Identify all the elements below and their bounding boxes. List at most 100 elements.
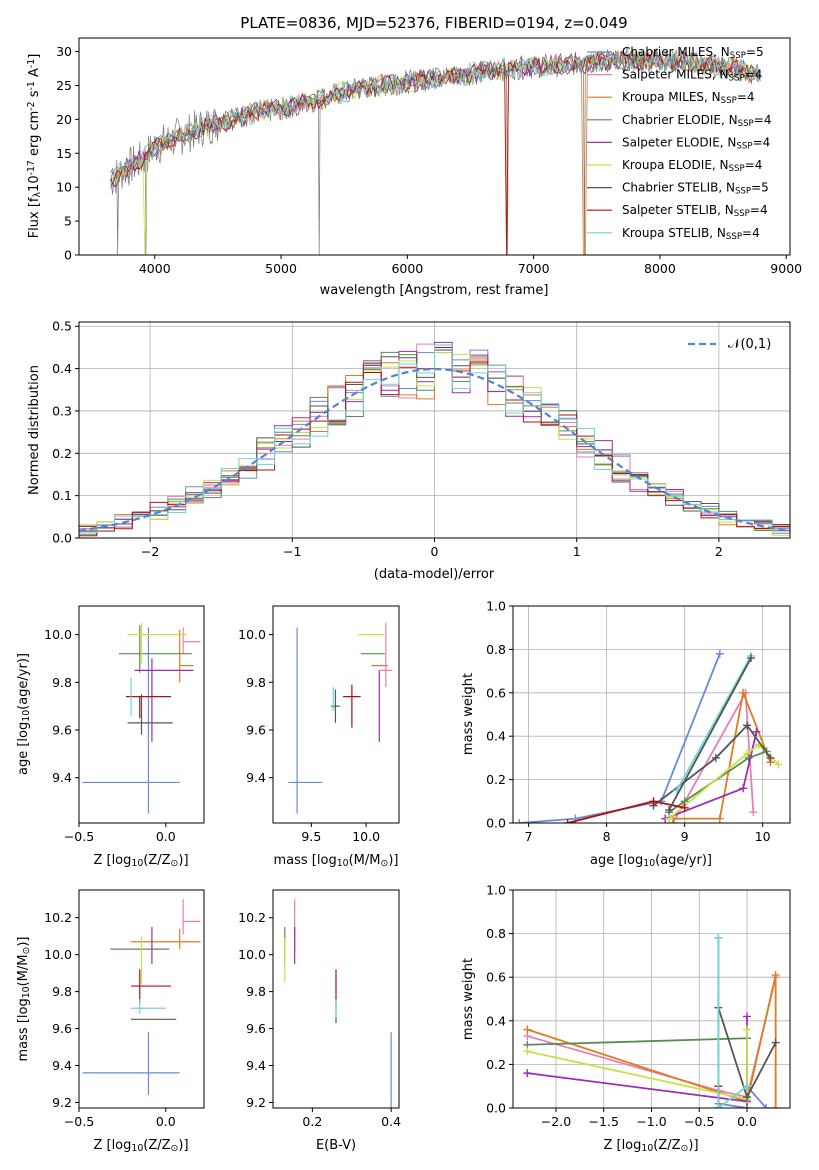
spectrum-ytick-label: 5 bbox=[64, 214, 72, 229]
mass_weight_vs_age-ytick-label: 0.8 bbox=[486, 642, 506, 657]
mass-z-ylabel-part: )] bbox=[16, 937, 31, 947]
age_vs_mass-plot-area bbox=[288, 622, 393, 814]
legend-entry-part: =5 bbox=[751, 181, 769, 195]
mass_weight_vs_age-point-marker bbox=[749, 808, 758, 817]
mass-z-xlabel-part: ⊙ bbox=[171, 1143, 179, 1154]
mass_vs_Z-ytick-label: 9.4 bbox=[52, 1058, 72, 1073]
mass-z-xlabel-part: (Z/Z bbox=[143, 1138, 170, 1153]
legend-entry-part: Kroupa STELIB, N bbox=[622, 226, 726, 240]
mass_weight_vs_age-point-marker bbox=[744, 753, 753, 762]
mass_weight_vs_age-point-marker bbox=[746, 654, 755, 663]
mass_vs_Z-ytick-label: 10.0 bbox=[44, 947, 72, 962]
age_vs_mass-ytick-label: 9.4 bbox=[246, 770, 266, 785]
age-mass-xlabel-part: mass [log bbox=[274, 853, 337, 868]
mass_weight_vs_age-border bbox=[512, 605, 791, 824]
age_vs_Z-ytick-label: 9.8 bbox=[52, 675, 72, 690]
legend-entry-part: =4 bbox=[754, 113, 772, 127]
mass_weight_vs_age-xtick-label: 9 bbox=[681, 829, 689, 844]
age_vs_Z-frame: −0.5 0.0 9.4 9.6 9.8 10.0 bbox=[44, 605, 205, 844]
spectrum-xtick-label: 7000 bbox=[518, 261, 550, 276]
residuals-plot-area bbox=[79, 341, 790, 538]
age-mass-xlabel: mass [log10(M/M⊙)] bbox=[274, 853, 399, 869]
mass_weight_vs_Z-series-line bbox=[717, 937, 748, 1108]
legend-entry-part: =4 bbox=[753, 135, 771, 149]
age-mass-xlabel-part: 10 bbox=[337, 858, 349, 869]
mass-z-ylabel-part: mass [log bbox=[16, 998, 31, 1061]
mass_weight_vs_Z-point-marker bbox=[523, 1025, 532, 1034]
mass_weight_vs_Z-point-marker bbox=[743, 1025, 752, 1034]
mass_weight_vs_age-point-marker bbox=[739, 784, 748, 793]
residuals-ytick-label: 0.4 bbox=[52, 361, 72, 376]
age_vs_Z-xtick-label: 0.0 bbox=[156, 829, 176, 844]
mw-age-ylabel: mass weight bbox=[461, 673, 476, 755]
mass-z-ylabel: mass [log10(M/M⊙)] bbox=[16, 937, 32, 1062]
mass_weight_vs_age-point-marker bbox=[739, 688, 748, 697]
mass_vs_ebv-ytick-label: 10.0 bbox=[238, 947, 266, 962]
spectrum-ylabel-part: Flux [f bbox=[27, 197, 42, 238]
mass_vs_Z-ytick-label: 9.2 bbox=[52, 1095, 72, 1110]
histogram-kroupa_stelib bbox=[79, 344, 790, 538]
mass_weight_vs_age-point-marker bbox=[715, 649, 724, 658]
residuals-xtick-label: −1 bbox=[283, 544, 301, 559]
legend-entry-part: SSP bbox=[738, 119, 754, 129]
residuals-ytick-label: 0.0 bbox=[52, 531, 72, 546]
legend-entry-part: SSP bbox=[734, 209, 750, 219]
mass_weight_vs_age-series-line bbox=[672, 689, 772, 820]
mass_weight_vs_age-axes: 7 8 9 10 0.0 0.2 0.4 0.6 0.8 1.0 bbox=[486, 599, 791, 844]
legend-entry-part: SSP bbox=[736, 142, 752, 152]
spectrum-ytick-label: 15 bbox=[56, 146, 72, 161]
mass_weight_vs_age-point-marker bbox=[743, 721, 752, 730]
mass_weight_vs_age-ytick-label: 1.0 bbox=[486, 599, 506, 614]
residuals-xtick-label: −2 bbox=[141, 544, 159, 559]
mass-z-ylabel-part: (M/M bbox=[16, 955, 31, 987]
mass_weight_vs_age-ytick-label: 0.0 bbox=[486, 816, 506, 831]
legend-entry-part: Chabrier ELODIE, N bbox=[622, 113, 738, 127]
legend-entry-part: SSP bbox=[729, 164, 745, 174]
mass_weight_vs_Z-xtick-label: −2.0 bbox=[541, 1114, 571, 1129]
mass_weight_vs_Z-frame: −2.0 −1.5 −1.0 −0.5 0.0 0.0 0.2 0.4 0.6 0.8 1.0 bbox=[486, 883, 791, 1129]
legend-entry-part: =4 bbox=[745, 68, 763, 82]
spectrum-frame: 4000 5000 6000 7000 8000 9000 0 5 10 15 20 25 30 bbox=[56, 37, 802, 276]
mass_weight_vs_age-point-marker bbox=[665, 805, 674, 814]
residuals-xtick-label: 2 bbox=[715, 544, 723, 559]
mass_weight_vs_age-point-marker bbox=[665, 814, 674, 823]
legend-entry: Chabrier STELIB, NSSP=5 bbox=[622, 181, 769, 197]
age-z-ylabel: age [log10(age/yr)] bbox=[16, 653, 32, 775]
spectrum-ytick-label: 10 bbox=[56, 180, 72, 195]
mass_vs_Z-ytick-label: 10.2 bbox=[44, 910, 72, 925]
age-z-xlabel-part: 10 bbox=[131, 858, 143, 869]
spectrum-ytick-label: 25 bbox=[56, 78, 72, 93]
residuals-xlabel: (data-model)/error bbox=[374, 567, 495, 582]
mass_weight_vs_age-point-marker bbox=[752, 727, 761, 736]
mass_vs_ebv-xtick-label: 0.2 bbox=[302, 1114, 322, 1129]
legend-entry-part: SSP bbox=[729, 74, 745, 84]
mass-z-xlabel-part: Z [log bbox=[93, 1138, 131, 1153]
mass_vs_ebv-frame: 0.2 0.4 9.2 9.4 9.6 9.8 10.0 10.2 bbox=[238, 889, 401, 1129]
age_vs_mass-frame: 9.5 10.0 9.4 9.6 9.8 10.0 bbox=[238, 605, 400, 844]
mass_weight_vs_Z-point-marker bbox=[743, 1093, 752, 1102]
spectrum-ylabel-part: ] bbox=[27, 54, 42, 59]
age_vs_Z-axes: −0.5 0.0 9.4 9.6 9.8 10.0 bbox=[44, 605, 205, 844]
age_vs_mass-xtick-label: 9.5 bbox=[301, 829, 321, 844]
age-z-ylabel-part: age [log bbox=[16, 722, 31, 775]
mw-z-xlabel: Z [log10(Z/Z⊙)] bbox=[603, 1138, 698, 1154]
legend-entry-part: Chabrier STELIB, N bbox=[622, 181, 735, 195]
mass_weight_vs_Z-axes: −2.0 −1.5 −1.0 −0.5 0.0 0.0 0.2 0.4 0.6 0.8 1.0 bbox=[486, 883, 791, 1129]
mass_weight_vs_age-point-marker bbox=[743, 749, 752, 758]
legend-entry-part: =4 bbox=[737, 90, 755, 104]
spectrum-model-kroupa_stelib bbox=[110, 50, 760, 184]
mass_weight_vs_Z-ytick-label: 0.8 bbox=[486, 926, 506, 941]
mw-age-xlabel-part: 10 bbox=[643, 858, 655, 869]
mass_vs_ebv-xtick-label: 0.4 bbox=[381, 1114, 401, 1129]
age_vs_Z-plot-area bbox=[82, 622, 201, 814]
legend-entry-part: =5 bbox=[746, 45, 764, 59]
mass_weight_vs_age-point-marker bbox=[649, 797, 658, 806]
age_vs_Z-ytick-label: 9.6 bbox=[52, 723, 72, 738]
mw-z-xlabel-part: )] bbox=[688, 1138, 698, 1153]
mass_vs_ebv-ytick-label: 9.6 bbox=[246, 1021, 266, 1036]
age-mass-xlabel-part: (M/M bbox=[349, 853, 381, 868]
age-mass-xlabel-part: )] bbox=[388, 853, 398, 868]
age-z-xlabel-part: ⊙ bbox=[171, 858, 179, 869]
mass_vs_Z-frame: −0.5 0.0 9.2 9.4 9.6 9.8 10.0 10.2 bbox=[44, 889, 205, 1129]
residuals-ytick-label: 0.2 bbox=[52, 446, 72, 461]
